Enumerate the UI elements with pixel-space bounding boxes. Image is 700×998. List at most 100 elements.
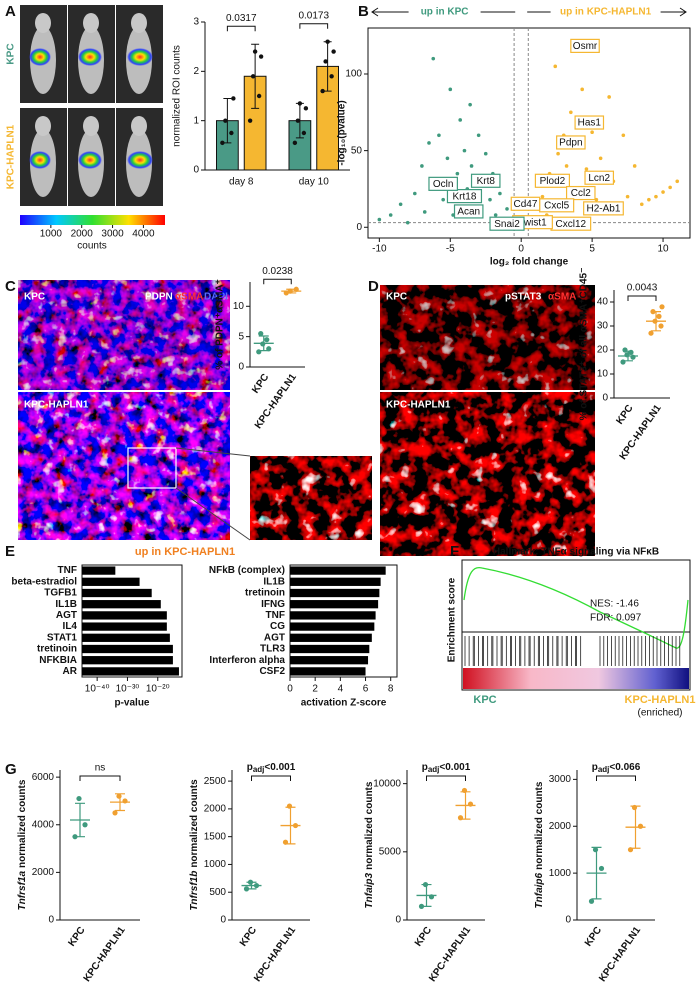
panel-letter: B	[358, 3, 369, 20]
data-point	[469, 164, 474, 168]
mouse-head	[131, 116, 147, 136]
data-point	[422, 210, 427, 214]
y-tick-label: 1000	[549, 868, 572, 879]
colorbar-tick-label: 2000	[71, 229, 94, 240]
sd-bar	[258, 335, 269, 352]
p-subscript: adj	[253, 765, 265, 774]
mouse-head	[131, 13, 147, 33]
bar	[290, 633, 372, 642]
y-tick-label: 2000	[32, 867, 55, 878]
micrograph-d-kpc-texture	[380, 285, 595, 390]
x-tick-label: KPC-HAPLN1	[82, 925, 128, 984]
y-tick-label: 5	[238, 331, 244, 342]
gsea-nes: NES: -1.46	[590, 599, 639, 610]
p-threshold: <0.001	[264, 762, 295, 773]
data-point	[621, 133, 626, 138]
panel-letter: E	[5, 543, 15, 560]
category-label: AR	[63, 666, 78, 677]
gene-label: Cd47	[514, 199, 538, 210]
gene-label-box	[534, 173, 571, 188]
x-tick-label: 0	[518, 244, 524, 255]
gsea-title: Hallmark: TNFα signaling via NFκB	[493, 547, 659, 558]
colorbar-tick-label: 1000	[40, 229, 63, 240]
y-tick-label: 3000	[549, 774, 572, 785]
gene-label: Lcn2	[588, 173, 610, 184]
y-label-text: normalized counts	[534, 781, 545, 870]
bioluminescence-images	[20, 5, 163, 206]
p-symbol: p	[247, 762, 253, 773]
data-point	[648, 330, 654, 336]
p-symbol: p	[592, 762, 598, 773]
x-tick-label: KPC	[250, 372, 271, 396]
category-label: Interferon alpha	[209, 655, 285, 666]
category-label: TNF	[58, 565, 77, 576]
sd-bar	[630, 805, 641, 849]
data-point	[82, 822, 88, 828]
bar	[82, 611, 167, 620]
image-label: KPC-HAPLN1	[386, 400, 451, 411]
y-tick-label: 4000	[32, 819, 55, 830]
mouse-head	[83, 116, 99, 136]
gene-label-box	[446, 189, 483, 204]
direction-label: up in KPC	[421, 7, 469, 18]
inset-texture	[250, 456, 372, 540]
data-point	[231, 96, 236, 101]
bar	[82, 577, 140, 586]
gene-name: Tnfaip6	[534, 872, 545, 908]
significance-bracket	[426, 775, 466, 781]
significance-label: padj<0.001	[247, 762, 296, 774]
inset-box	[127, 447, 177, 489]
gene-label: Pdpn	[559, 138, 582, 149]
x-tick-label: KPC	[413, 925, 434, 949]
sd-bar	[421, 883, 432, 907]
stain-label: pSTAT3	[505, 292, 542, 303]
x-tick-label: 0	[287, 684, 293, 695]
data-point	[377, 217, 382, 222]
mouse-head	[83, 13, 99, 33]
data-point	[588, 898, 595, 904]
data-point	[462, 148, 467, 153]
header-bg	[550, 5, 661, 19]
x-tick-label: -10	[372, 244, 387, 255]
image-label: KPC-HAPLN1	[24, 400, 89, 411]
group-label: KPC	[6, 43, 17, 64]
data-point	[427, 141, 431, 145]
data-point	[437, 133, 441, 138]
category-label: AGT	[56, 610, 77, 621]
image-label: KPC	[24, 292, 45, 303]
stain-label: αSMA	[548, 292, 576, 303]
data-point	[420, 164, 424, 168]
category-label: TLR3	[260, 644, 285, 655]
data-point	[488, 197, 492, 202]
mouse-head	[35, 13, 51, 33]
data-point	[445, 156, 450, 161]
y-axis-label: -log₁₀(pvalue)	[337, 100, 348, 165]
data-point	[331, 49, 336, 54]
category-label: AGT	[264, 632, 285, 643]
panel-letter: C	[5, 278, 16, 295]
data-point	[675, 179, 680, 184]
y-axis-label: % of PDPN⁺αSMA⁺	[215, 279, 226, 370]
category-label: IL1B	[55, 599, 77, 610]
data-point	[297, 101, 303, 106]
inset-connector	[175, 487, 251, 541]
significance-label: 0.0043	[627, 283, 658, 294]
image-label: KPC	[386, 292, 407, 303]
sd-bar	[246, 881, 257, 890]
data-point	[252, 49, 258, 54]
x-tick-label: 6	[363, 684, 369, 695]
bar	[290, 600, 379, 609]
x-tick-label: 10⁻³⁰	[116, 684, 140, 695]
x-tick-label: 4	[338, 684, 344, 695]
bar	[82, 633, 170, 642]
panel-letter: D	[368, 278, 379, 295]
plot-frame	[81, 564, 183, 678]
rank-colorbar	[463, 668, 689, 689]
sd-bar	[651, 311, 661, 332]
significance-bracket	[226, 25, 256, 32]
data-point	[622, 347, 628, 353]
significance-label: ns	[95, 763, 106, 774]
gene-label-box	[428, 176, 458, 191]
p-threshold: <0.066	[609, 762, 640, 773]
data-point	[598, 156, 603, 161]
